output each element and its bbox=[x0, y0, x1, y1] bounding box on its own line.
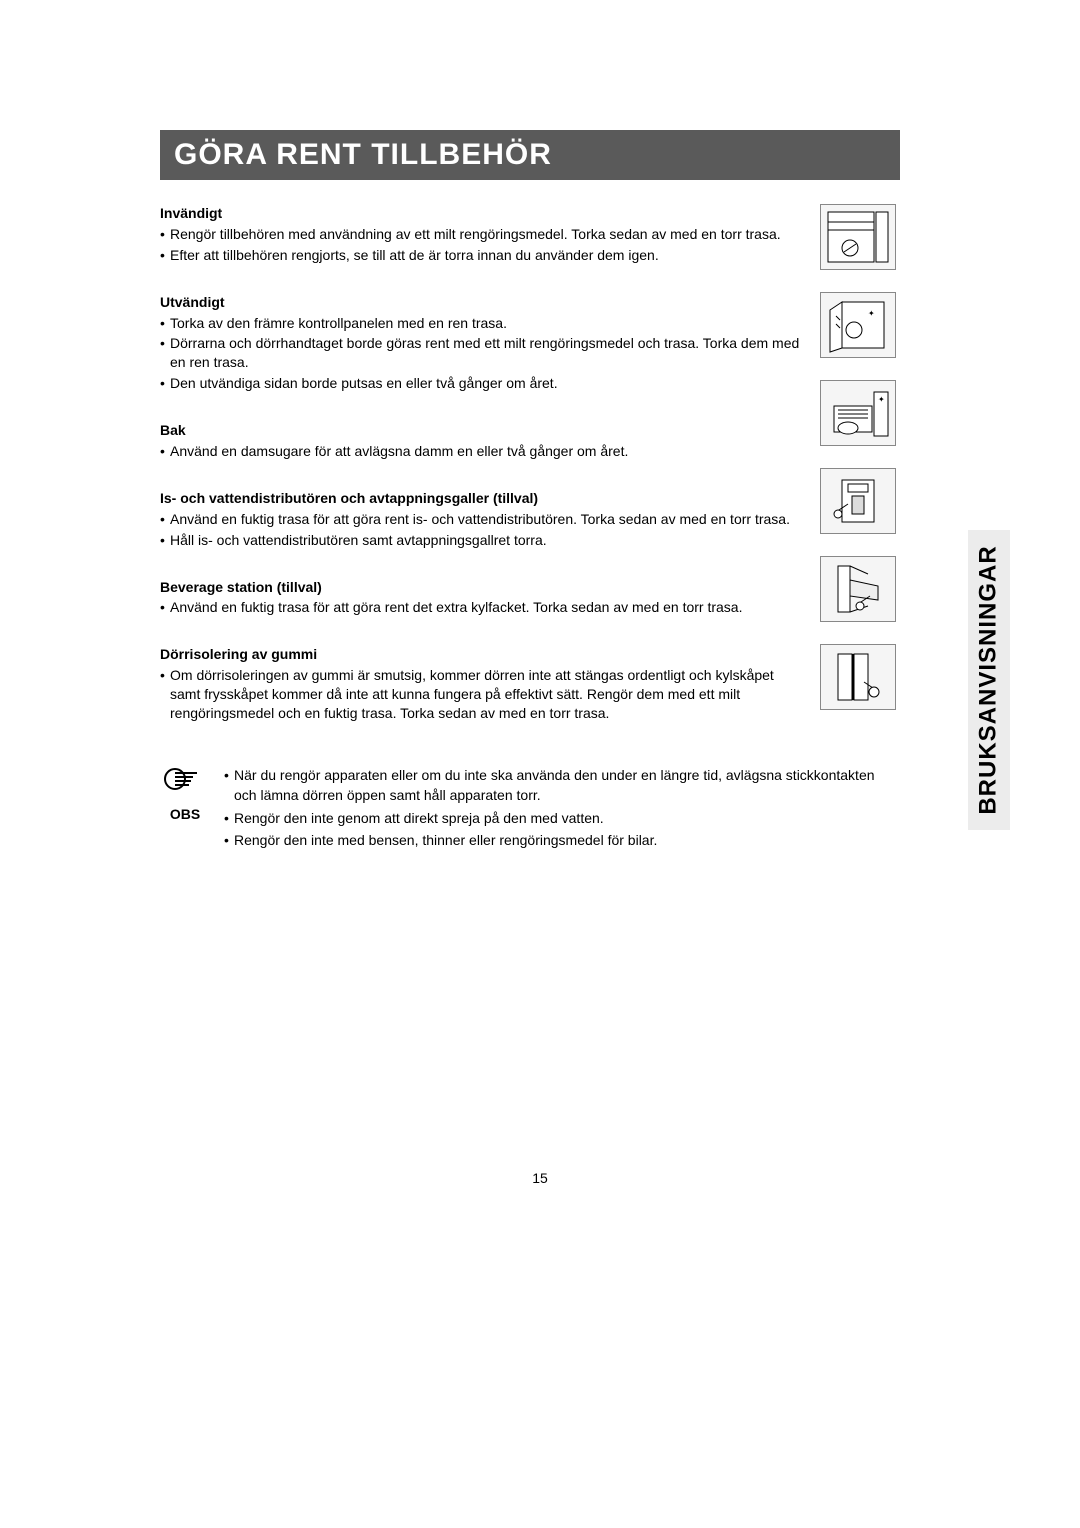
pointing-hand-icon bbox=[163, 765, 207, 793]
bullet: •Den utvändiga sidan borde putsas en ell… bbox=[160, 374, 800, 393]
text-column: Invändigt •Rengör tillbehören med använd… bbox=[160, 204, 800, 751]
bullet-text: Torka av den främre kontrollpanelen med … bbox=[170, 314, 800, 333]
bullet-text: Rengör den inte med bensen, thinner elle… bbox=[234, 830, 900, 850]
section-beverage: Beverage station (tillval) •Använd en fu… bbox=[160, 578, 800, 618]
side-tab: BRUKSANVISNINGAR bbox=[968, 530, 1010, 830]
bullet: •Efter att tillbehören rengjorts, se til… bbox=[160, 246, 800, 265]
thumb-exterior-icon: ✦ bbox=[820, 292, 896, 358]
svg-text:✦: ✦ bbox=[868, 309, 875, 318]
side-tab-label: BRUKSANVISNINGAR bbox=[975, 545, 1003, 814]
section-invandigt: Invändigt •Rengör tillbehören med använd… bbox=[160, 204, 800, 265]
bullet-text: Rengör den inte genom att direkt spreja … bbox=[234, 808, 900, 828]
bullet-text: Om dörrisoleringen av gummi är smutsig, … bbox=[170, 666, 800, 723]
bullet: •Använd en fuktig trasa för att göra ren… bbox=[160, 598, 800, 617]
section-heading: Dörrisolering av gummi bbox=[160, 645, 800, 664]
thumb-dispenser-icon bbox=[820, 468, 896, 534]
bullet: •Använd en damsugare för att avlägsna da… bbox=[160, 442, 800, 461]
thumb-beverage-icon bbox=[820, 556, 896, 622]
section-bak: Bak •Använd en damsugare för att avlägsn… bbox=[160, 421, 800, 461]
bullet: •När du rengör apparaten eller om du int… bbox=[224, 765, 900, 806]
section-utvandigt: Utvändigt •Torka av den främre kontrollp… bbox=[160, 293, 800, 393]
bullet: •Håll is- och vattendistributören samt a… bbox=[160, 531, 800, 550]
bullet-text: Använd en fuktig trasa för att göra rent… bbox=[170, 510, 800, 529]
bullet-text: Rengör tillbehören med användning av ett… bbox=[170, 225, 800, 244]
bullet-text: Använd en damsugare för att avlägsna dam… bbox=[170, 442, 800, 461]
section-heading: Bak bbox=[160, 421, 800, 440]
bullet: •Rengör den inte genom att direkt spreja… bbox=[224, 808, 900, 828]
bullet-text: Efter att tillbehören rengjorts, se till… bbox=[170, 246, 800, 265]
obs-right: •När du rengör apparaten eller om du int… bbox=[224, 765, 900, 852]
page-number: 15 bbox=[0, 1170, 1080, 1186]
manual-page: GÖRA RENT TILLBEHÖR Invändigt •Rengör ti… bbox=[0, 0, 1080, 852]
obs-label: OBS bbox=[160, 804, 210, 824]
bullet-text: Dörrarna och dörrhandtaget borde göras r… bbox=[170, 334, 800, 372]
obs-note: OBS •När du rengör apparaten eller om du… bbox=[160, 765, 900, 852]
bullet-text: Håll is- och vattendistributören samt av… bbox=[170, 531, 800, 550]
thumb-interior-icon bbox=[820, 204, 896, 270]
bullet: •Om dörrisoleringen av gummi är smutsig,… bbox=[160, 666, 800, 723]
section-heading: Utvändigt bbox=[160, 293, 800, 312]
thumbnail-column: ✦ ✦ bbox=[820, 204, 900, 751]
bullet-text: När du rengör apparaten eller om du inte… bbox=[234, 765, 900, 806]
section-dorriso: Dörrisolering av gummi •Om dörrisolering… bbox=[160, 645, 800, 723]
thumb-gasket-icon bbox=[820, 644, 896, 710]
section-heading: Is- och vattendistributören och avtappni… bbox=[160, 489, 800, 508]
bullet: •Rengör tillbehören med användning av et… bbox=[160, 225, 800, 244]
bullet-text: Den utvändiga sidan borde putsas en elle… bbox=[170, 374, 800, 393]
section-heading: Invändigt bbox=[160, 204, 800, 223]
section-heading: Beverage station (tillval) bbox=[160, 578, 800, 597]
bullet-text: Använd en fuktig trasa för att göra rent… bbox=[170, 598, 800, 617]
thumb-back-icon: ✦ bbox=[820, 380, 896, 446]
bullet: •Rengör den inte med bensen, thinner ell… bbox=[224, 830, 900, 850]
bullet: •Använd en fuktig trasa för att göra ren… bbox=[160, 510, 800, 529]
bullet: •Dörrarna och dörrhandtaget borde göras … bbox=[160, 334, 800, 372]
bullet: •Torka av den främre kontrollpanelen med… bbox=[160, 314, 800, 333]
content-row: Invändigt •Rengör tillbehören med använd… bbox=[160, 204, 900, 751]
page-title: GÖRA RENT TILLBEHÖR bbox=[160, 130, 900, 180]
svg-text:✦: ✦ bbox=[878, 395, 885, 404]
section-is-vatten: Is- och vattendistributören och avtappni… bbox=[160, 489, 800, 550]
obs-left: OBS bbox=[160, 765, 210, 852]
